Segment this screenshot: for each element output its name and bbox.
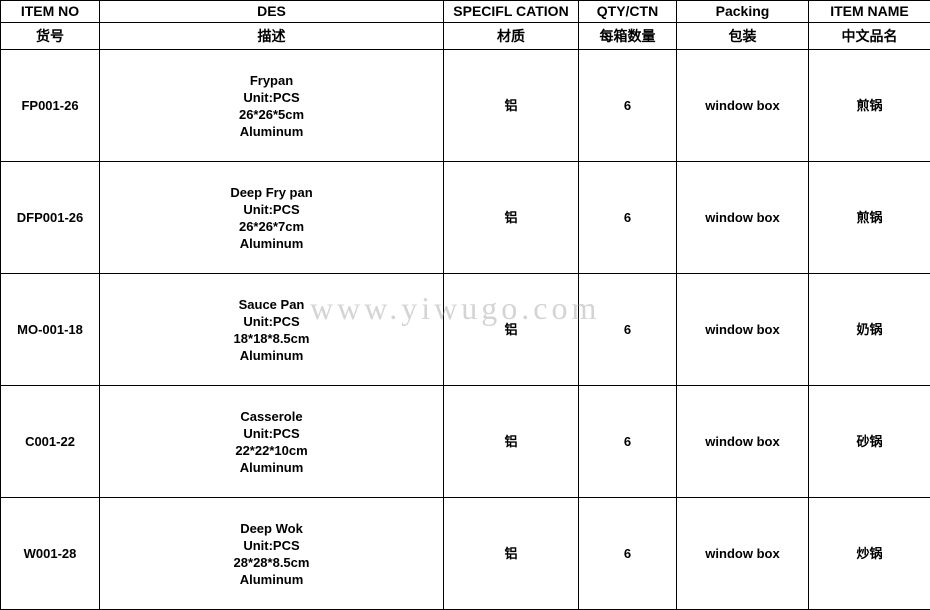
description-line: Aluminum [239,123,304,139]
table-row: DFP001-26 Deep Fry pan Unit:PCS 26*26*7cm Al… [0,161,930,274]
header-qty-cn: 每箱数量 [578,22,677,50]
qty-cell: 6 [578,385,677,498]
header-packing: Packing [676,0,809,23]
description-line: Unit:PCS [243,89,300,105]
description-line: Unit:PCS [243,201,300,217]
description-line: Unit:PCS [243,313,300,329]
spec-cell: 铝 [443,273,579,386]
header-des: DES [99,0,444,23]
header-item-no: ITEM NO [0,0,100,23]
header-item-name-cn: 中文品名 [808,22,930,50]
header-spec-cn: 材质 [443,22,579,50]
header-packing-cn: 包装 [676,22,809,50]
description-line: Aluminum [239,459,304,475]
description-line: Unit:PCS [243,425,300,441]
description-line: Aluminum [239,571,304,587]
qty-cell: 6 [578,49,677,162]
description-line: Frypan [249,72,294,88]
description-line: Casserole [240,408,303,424]
item-name-cn-cell: 奶锅 [808,273,930,386]
header-spec: SPECIFL CATION [443,0,579,23]
description-cell: Casserole Unit:PCS 22*22*10cm Aluminum [99,385,444,498]
description-line: Aluminum [239,235,304,251]
description-line: 28*28*8.5cm [233,554,310,570]
description-line: 18*18*8.5cm [233,330,310,346]
header-qty: QTY/CTN [578,0,677,23]
item-no-cell: C001-22 [0,385,100,498]
header-item-no-cn: 货号 [0,22,100,50]
item-name-cn-cell: 炒锅 [808,497,930,610]
header-des-cn: 描述 [99,22,444,50]
description-cell: Deep Fry pan Unit:PCS 26*26*7cm Aluminum [99,161,444,274]
description-cell: Deep Wok Unit:PCS 28*28*8.5cm Aluminum [99,497,444,610]
table-row: C001-22 Casserole Unit:PCS 22*22*10cm Alumin… [0,385,930,498]
item-no-cell: MO-001-18 [0,273,100,386]
item-no-cell: DFP001-26 [0,161,100,274]
packing-cell: window box [676,497,809,610]
description-line: Aluminum [239,347,304,363]
table-row: FP001-26 Frypan Unit:PCS 26*26*5cm Aluminum 铝… [0,49,930,162]
packing-cell: window box [676,161,809,274]
packing-cell: window box [676,49,809,162]
spec-cell: 铝 [443,385,579,498]
description-cell: Sauce Pan Unit:PCS 18*18*8.5cm Aluminum [99,273,444,386]
description-line: Unit:PCS [243,537,300,553]
description-line: 26*26*5cm [238,106,305,122]
spec-cell: 铝 [443,497,579,610]
packing-cell: window box [676,385,809,498]
description-line: Sauce Pan [238,296,305,312]
item-name-cn-cell: 煎锅 [808,49,930,162]
qty-cell: 6 [578,161,677,274]
packing-cell: window box [676,273,809,386]
description-cell: Frypan Unit:PCS 26*26*5cm Aluminum [99,49,444,162]
table-row: MO-001-18 Sauce Pan Unit:PCS 18*18*8.5cm Alu… [0,273,930,386]
item-name-cn-cell: 煎锅 [808,161,930,274]
item-no-cell: FP001-26 [0,49,100,162]
spec-cell: 铝 [443,161,579,274]
description-line: Deep Fry pan [230,184,313,200]
description-line: 22*22*10cm [235,442,308,458]
spec-cell: 铝 [443,49,579,162]
qty-cell: 6 [578,497,677,610]
description-line: 26*26*7cm [238,218,305,234]
header-row-cn: 货号 描述 材质 每箱数量 包装 中文品名 [0,22,930,50]
qty-cell: 6 [578,273,677,386]
table-row: W001-28 Deep Wok Unit:PCS 28*28*8.5cm Alumin… [0,497,930,610]
description-line: Deep Wok [240,520,303,536]
header-item-name: ITEM NAME [808,0,930,23]
header-row-en: ITEM NO DES SPECIFL CATION QTY/CTN Packi… [0,0,930,23]
item-no-cell: W001-28 [0,497,100,610]
item-name-cn-cell: 砂锅 [808,385,930,498]
